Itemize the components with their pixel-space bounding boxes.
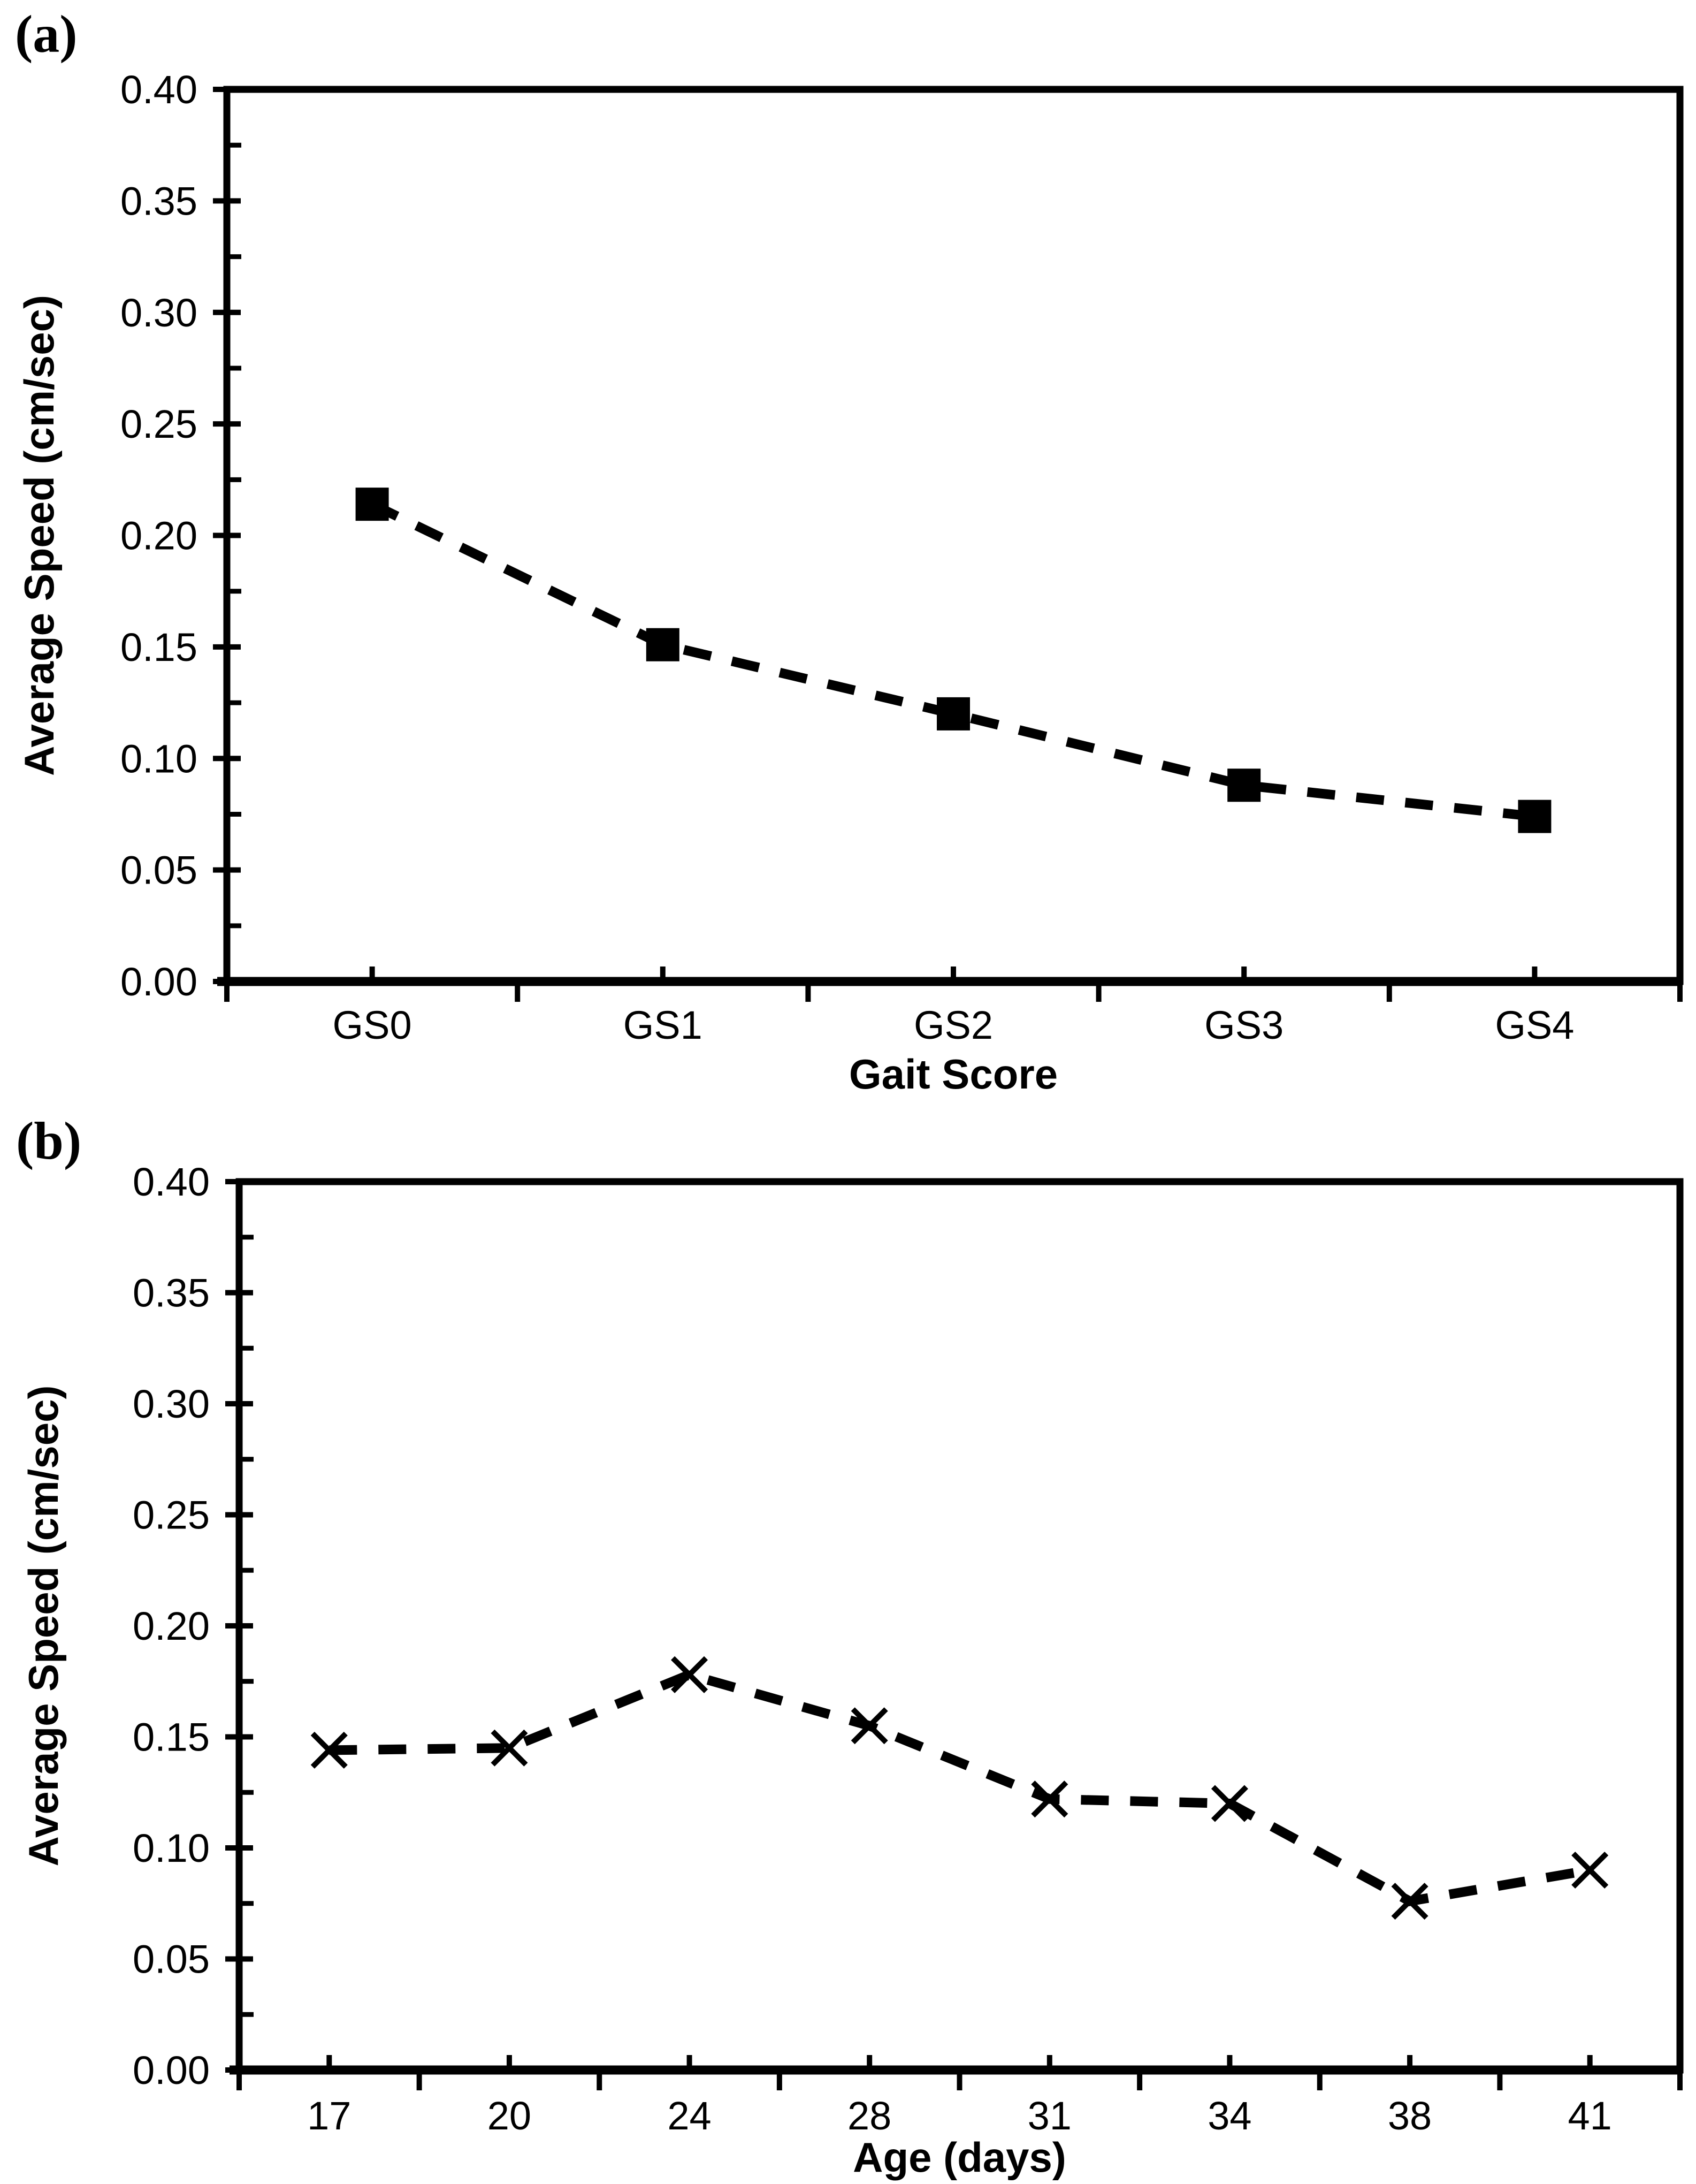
- y-axis-tick-label: 0.30: [120, 291, 197, 335]
- data-marker-square: [1518, 800, 1552, 833]
- x-axis-tick-label: 20: [487, 2094, 531, 2138]
- data-marker-x: [671, 1656, 708, 1693]
- y-axis-tick-label: 0.20: [133, 1604, 210, 1648]
- y-axis-tick-label: 0.25: [133, 1493, 210, 1538]
- x-axis-tick-label: 31: [1028, 2094, 1072, 2138]
- y-axis-tick-label: 0.05: [133, 1937, 210, 1982]
- chart-panel-b: 0.00 0.05 0.10 0.15 0.20 0.25 0.30 0.35 0.40 17 20…: [20, 1160, 1684, 2181]
- y-axis-tick-label: 0.35: [120, 179, 197, 223]
- x-axis-tick-label: 17: [307, 2094, 351, 2138]
- data-marker-x: [1031, 1780, 1068, 1818]
- y-axis-title: Average Speed (cm/sec): [16, 295, 63, 776]
- y-axis-tick-label: 0.10: [133, 1826, 210, 1870]
- y-axis-tick-label: 0.40: [133, 1160, 210, 1204]
- data-marker-square: [355, 488, 389, 521]
- y-axis-tick-label: 0.15: [120, 625, 197, 669]
- x-axis-tick-label: 38: [1388, 2094, 1432, 2138]
- y-axis-tick-label: 0.10: [120, 736, 197, 781]
- y-axis-tick-label: 0.00: [133, 2048, 210, 2092]
- x-axis-tick-label: GS3: [1204, 1003, 1284, 1047]
- x-axis-title: Age (days): [853, 2134, 1066, 2181]
- data-marker-x: [1571, 1851, 1609, 1889]
- y-axis-tick-label: 0.25: [120, 402, 197, 446]
- y-axis-tick-label: 0.40: [120, 67, 197, 112]
- data-marker-square: [1227, 768, 1261, 802]
- x-axis-tick-label: GS4: [1495, 1003, 1574, 1047]
- y-axis-tick-label: 0.05: [120, 848, 197, 893]
- y-axis-tick-label: 0.15: [133, 1715, 210, 1760]
- y-axis-tick-label: 0.20: [120, 514, 197, 558]
- series-line: [329, 1669, 1591, 1907]
- y-axis-tick-label: 0.00: [120, 960, 197, 1004]
- panel-label-b: (b): [16, 1111, 82, 1170]
- x-axis-tick-label: GS1: [623, 1003, 702, 1047]
- x-axis-title: Gait Score: [849, 1051, 1058, 1098]
- data-marker-x: [491, 1729, 528, 1767]
- data-marker-x: [310, 1731, 348, 1769]
- y-axis-title: Average Speed (cm/sec): [20, 1386, 67, 1867]
- x-axis-tick-label: 41: [1568, 2094, 1612, 2138]
- data-marker-x: [1391, 1883, 1428, 1920]
- x-axis-tick-label: GS0: [333, 1003, 412, 1047]
- x-axis-tick-label: GS2: [914, 1003, 993, 1047]
- data-marker-square: [646, 628, 679, 661]
- data-marker-x: [1211, 1785, 1248, 1822]
- chart-panel-a: 0.00 0.05 0.10 0.15 0.20 0.25 0.30 0.35 0.40 GS0 G…: [16, 67, 1684, 1098]
- y-axis-tick-label: 0.30: [133, 1382, 210, 1426]
- y-axis-tick-label: 0.35: [133, 1271, 210, 1315]
- x-axis-tick-label: 34: [1208, 2094, 1251, 2138]
- x-axis-tick-label: 24: [667, 2094, 711, 2138]
- data-marker-square: [937, 697, 970, 730]
- panel-label-a: (a): [15, 4, 78, 64]
- plot-border: [235, 1178, 1684, 2074]
- x-axis-tick-label: 28: [847, 2094, 891, 2138]
- plot-border: [223, 86, 1684, 985]
- data-marker-x: [851, 1707, 888, 1745]
- series-line: [370, 500, 1535, 821]
